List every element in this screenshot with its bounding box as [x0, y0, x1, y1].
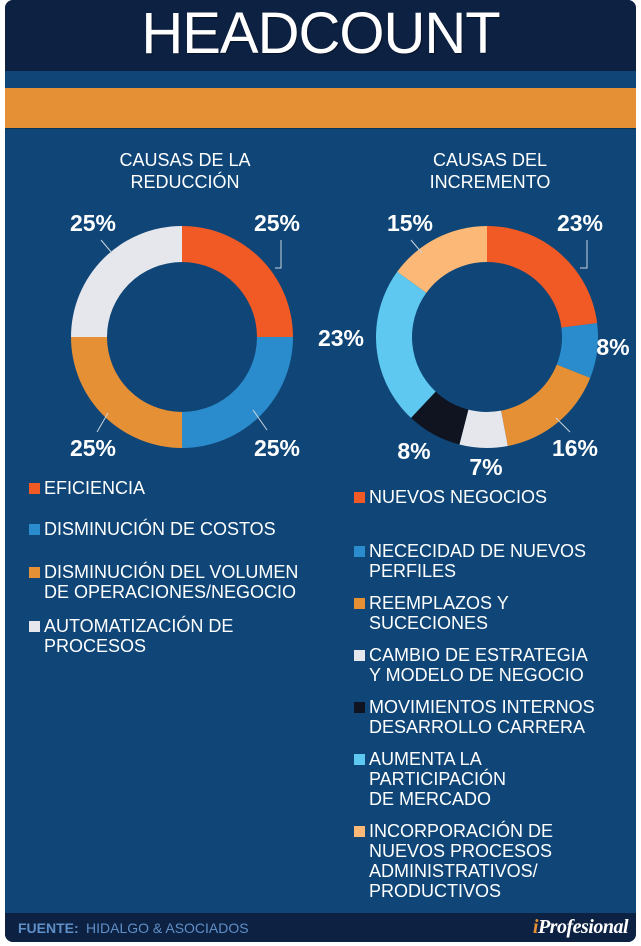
legend-label: DISMINUCIÓN DEL VOLUMEN	[44, 562, 299, 582]
header-bar: HEADCOUNT	[5, 0, 636, 71]
data-label: 23%	[557, 210, 603, 236]
legend-label: NUEVOS PROCESOS	[369, 841, 553, 861]
data-label: 25%	[70, 210, 116, 236]
brand-logo: iProfesional	[532, 916, 629, 939]
legend-item: DISMINUCIÓN DE COSTOS	[29, 519, 349, 539]
legend-label: PROCESOS	[44, 636, 147, 656]
legend-label: PERFILES	[369, 561, 457, 581]
chart-title-line: INCREMENTO	[429, 172, 551, 192]
legend-incremento: NUEVOS NEGOCIOS NECECIDAD DE NUEVOS PERFIL…	[354, 487, 634, 901]
legend-item: INCORPORACIÓN DE NUEVOS PROCESOS ADMINISTR…	[354, 821, 634, 901]
legend-label: DE MERCADO	[369, 789, 492, 809]
legend-item: DISMINUCIÓN DEL VOLUMEN DE OPERACIONES/NE…	[29, 562, 349, 602]
brand-logo-i: i	[532, 916, 539, 938]
legend-label: ADMINISTRATIVOS/	[369, 861, 538, 881]
legend-swatch	[29, 567, 40, 578]
legend-label: SUCECIONES	[369, 613, 489, 633]
data-label: 15%	[387, 210, 433, 236]
legend-item: REEMPLAZOS Y SUCECIONES	[354, 593, 634, 633]
legend-swatch	[29, 524, 40, 535]
donut-slice	[556, 323, 598, 378]
data-label: 8%	[397, 438, 430, 464]
chart-title-incremento: CAUSAS DEL INCREMENTO	[360, 149, 620, 193]
leader-line	[96, 412, 109, 433]
legend-item: MOVIMIENTOS INTERNOS DESARROLLO CARRERA	[354, 697, 634, 737]
legend-label: REEMPLAZOS Y	[369, 593, 509, 613]
legend-swatch	[354, 598, 365, 609]
legend-swatch	[354, 546, 365, 557]
data-label: 7%	[469, 454, 502, 480]
data-label: 23%	[318, 325, 364, 351]
legend-label: EFICIENCIA	[44, 478, 146, 498]
legend-swatch	[354, 650, 365, 661]
legend-label: AUMENTA LA	[369, 749, 482, 769]
donut-slice	[71, 226, 182, 337]
orange-band	[5, 88, 636, 128]
legend-swatch	[29, 483, 40, 494]
donut-slice	[376, 271, 436, 418]
footer-bar: FUENTE: HIDALGO & ASOCIADOS iProfesional	[5, 913, 636, 942]
donut-slice	[487, 226, 598, 328]
page-title: HEADCOUNT	[141, 1, 500, 66]
legend-item: AUMENTA LA PARTICIPACIÓN DE MERCADO	[354, 749, 634, 809]
leader-line	[275, 240, 282, 269]
donut-slice	[459, 409, 508, 448]
legend-label: NUEVOS NEGOCIOS	[369, 487, 548, 507]
legend-label: INCORPORACIÓN DE	[369, 821, 554, 841]
legend-swatch	[29, 621, 40, 632]
leader-line	[580, 240, 588, 269]
chart-title-line: CAUSAS DEL	[432, 150, 548, 170]
donut-slice	[501, 364, 591, 447]
legend-item: NECECIDAD DE NUEVOS PERFILES	[354, 541, 634, 581]
legend-label: Y MODELO DE NEGOCIO	[369, 665, 584, 685]
legend-swatch	[354, 826, 365, 837]
leader-line	[555, 417, 571, 433]
legend-item: AUTOMATIZACIÓN DE PROCESOS	[29, 616, 349, 656]
legend-swatch	[354, 702, 365, 713]
legend-swatch	[354, 492, 365, 503]
legend-reduccion: EFICIENCIA DISMINUCIÓN DE COSTOS DISMINUCI…	[29, 478, 349, 656]
data-label: 25%	[254, 210, 300, 236]
legend-item: CAMBIO DE ESTRATEGIA Y MODELO DE NEGOCIO	[354, 645, 634, 685]
legend-label: NECECIDAD DE NUEVOS	[369, 541, 587, 561]
legend-swatch	[354, 754, 365, 765]
legend-label: PARTICIPACIÓN	[369, 769, 507, 789]
data-label: 25%	[70, 435, 116, 461]
data-label: 16%	[552, 435, 598, 461]
source-label: FUENTE:	[18, 920, 79, 936]
leader-line	[100, 239, 113, 254]
donut-slice	[182, 226, 293, 337]
legend-item: NUEVOS NEGOCIOS	[354, 487, 634, 507]
donut-slice	[411, 391, 469, 445]
legend-item: EFICIENCIA	[29, 478, 349, 498]
chart-title-line: REDUCCIÓN	[130, 172, 240, 192]
data-label: 25%	[254, 435, 300, 461]
legend-label: DISMINUCIÓN DE COSTOS	[44, 519, 276, 539]
source-name: HIDALGO & ASOCIADOS	[86, 920, 249, 936]
donut-slice	[182, 337, 293, 448]
donut-slice	[71, 337, 182, 448]
chart-title-line: CAUSAS DE LA	[119, 150, 251, 170]
leader-line	[410, 239, 423, 254]
chart-title-reduccion: CAUSAS DE LA REDUCCIÓN	[55, 149, 315, 193]
donut-slice	[397, 226, 487, 293]
legend-label: DESARROLLO CARRERA	[369, 717, 586, 737]
legend-label: DE OPERACIONES/NEGOCIO	[44, 582, 297, 602]
data-label: 8%	[596, 334, 629, 360]
donut-charts: 25% 25% 25% 25% 23% 8% 16% 7% 8% 23% 15%	[70, 210, 630, 480]
infographic-card: HEADCOUNT CAUSAS DE LA REDUCCIÓN CAUSAS …	[5, 0, 636, 942]
legend-label: AUTOMATIZACIÓN DE	[44, 616, 234, 636]
leader-line	[252, 409, 268, 431]
brand-logo-text: Profesional	[537, 916, 629, 938]
legend-label: PRODUCTIVOS	[369, 881, 502, 901]
legend-label: MOVIMIENTOS INTERNOS	[369, 697, 595, 717]
legend-label: CAMBIO DE ESTRATEGIA	[369, 645, 588, 665]
